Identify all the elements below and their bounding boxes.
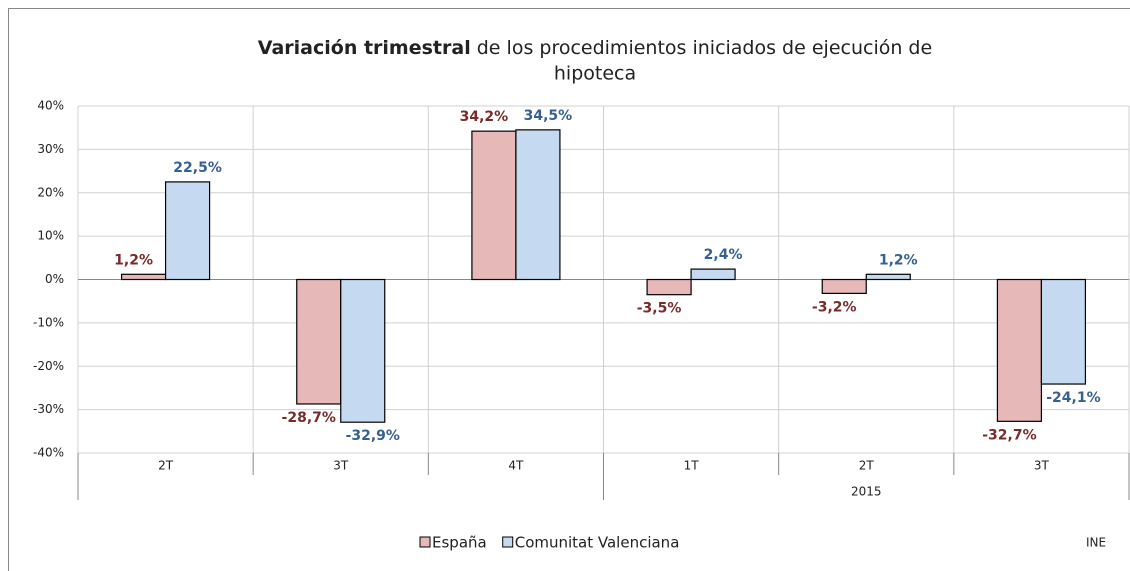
bar	[340, 278, 386, 423]
legend-swatch	[502, 536, 514, 548]
value-label: -32,7%	[982, 427, 1036, 443]
chart-title-line2: hipoteca	[554, 63, 636, 85]
y-tick-label: 20%	[37, 185, 64, 199]
y-tick-label: -20%	[33, 359, 64, 373]
bar	[865, 273, 911, 281]
source: INE	[1086, 536, 1106, 550]
group-label: 2015	[851, 485, 882, 499]
y-tick-label: -40%	[33, 446, 64, 460]
bar	[164, 181, 211, 281]
x-tick-label: 2T	[158, 459, 174, 473]
chart-title: Variación trimestral de los procedimient…	[258, 37, 932, 59]
legend-label: Comunitat Valenciana	[515, 534, 680, 552]
value-label: -28,7%	[282, 410, 336, 426]
value-label: 1,2%	[879, 252, 918, 268]
value-label: -32,9%	[346, 428, 400, 444]
bar	[646, 278, 692, 296]
x-tick-label: 4T	[508, 459, 524, 473]
x-tick-label: 1T	[684, 459, 700, 473]
value-label: -24,1%	[1046, 390, 1100, 406]
legend-label: España	[432, 534, 487, 552]
y-tick-label: 30%	[37, 142, 64, 156]
y-tick-label: 0%	[45, 272, 64, 286]
bar	[1040, 278, 1087, 385]
y-tick-label: 10%	[37, 229, 64, 243]
value-label: 2,4%	[704, 247, 743, 263]
value-label: 1,2%	[114, 252, 153, 268]
bar	[996, 278, 1043, 422]
x-tick-label: 3T	[333, 459, 349, 473]
value-label: -3,2%	[812, 299, 857, 315]
chart-border	[8, 8, 1130, 571]
value-label: 34,2%	[460, 109, 509, 125]
legend-swatch	[419, 536, 431, 548]
value-label: 22,5%	[173, 160, 222, 176]
title-bold: Variación trimestral	[258, 37, 471, 59]
bar	[690, 268, 736, 281]
y-tick-label: -10%	[33, 315, 64, 329]
value-label: -3,5%	[637, 301, 682, 317]
bar	[515, 129, 561, 281]
bar	[120, 273, 167, 281]
y-tick-label: -30%	[33, 402, 64, 416]
bar	[471, 130, 517, 281]
title-rest: de los procedimientos iniciados de ejecu…	[477, 37, 932, 59]
x-tick-label: 2T	[859, 459, 875, 473]
value-label: 34,5%	[524, 108, 573, 124]
y-tick-label: 40%	[37, 99, 64, 113]
bar	[296, 278, 342, 405]
x-tick-label: 3T	[1034, 459, 1050, 473]
bar	[821, 278, 867, 294]
